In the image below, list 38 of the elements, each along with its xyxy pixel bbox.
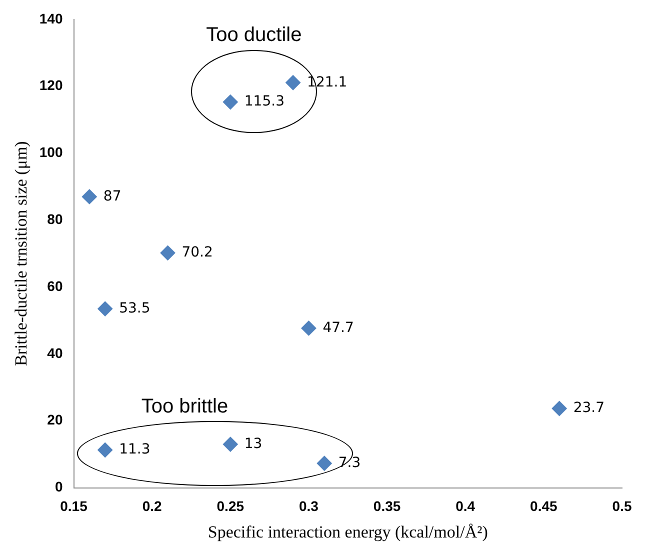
data-label: 11.3 bbox=[119, 442, 150, 458]
x-tick-label: 0.5 bbox=[612, 498, 632, 514]
point bbox=[82, 189, 97, 204]
x-tick-label: 0.2 bbox=[142, 498, 162, 514]
x-tick-label: 0.25 bbox=[216, 498, 244, 514]
data-label: 47.7 bbox=[322, 320, 354, 336]
data-label: 53.5 bbox=[119, 300, 150, 316]
data-label: 115.3 bbox=[244, 94, 284, 110]
annotation: Too ductile bbox=[206, 24, 302, 46]
x-tick-label: 0.35 bbox=[373, 498, 401, 514]
y-tick-label: 80 bbox=[47, 211, 63, 227]
y-tick-label: 0 bbox=[54, 478, 63, 495]
x-axis-title: Specific interaction energy (kcal/mol/Å²) bbox=[208, 522, 488, 542]
data-label: 23.7 bbox=[573, 400, 605, 416]
point bbox=[286, 75, 301, 90]
x-tick-label: 0.4 bbox=[456, 498, 476, 514]
x-tick-label: 0.45 bbox=[530, 498, 558, 514]
point bbox=[98, 442, 113, 458]
data-label: 13 bbox=[244, 436, 262, 452]
y-tick-label: 60 bbox=[47, 278, 63, 294]
point bbox=[98, 301, 113, 316]
y-tick-label: 100 bbox=[39, 144, 63, 160]
point bbox=[316, 456, 332, 471]
point bbox=[222, 94, 238, 110]
annotation: Too brittle bbox=[141, 395, 228, 418]
data-label: 70.2 bbox=[182, 244, 213, 261]
y-tick-label: 20 bbox=[47, 412, 63, 428]
y-axis-title: Brittle-ductile trnsition size (μm) bbox=[12, 141, 31, 366]
x-tick-label: 0.3 bbox=[298, 498, 319, 514]
point bbox=[301, 320, 316, 336]
y-tick-label: 40 bbox=[47, 344, 63, 361]
y-tick-label: 140 bbox=[39, 10, 63, 26]
point bbox=[160, 245, 176, 260]
point bbox=[222, 436, 238, 452]
y-tick-label: 120 bbox=[39, 77, 63, 94]
x-tick-label: 0.15 bbox=[60, 498, 88, 514]
point bbox=[552, 401, 567, 416]
data-label: 87 bbox=[103, 188, 122, 204]
